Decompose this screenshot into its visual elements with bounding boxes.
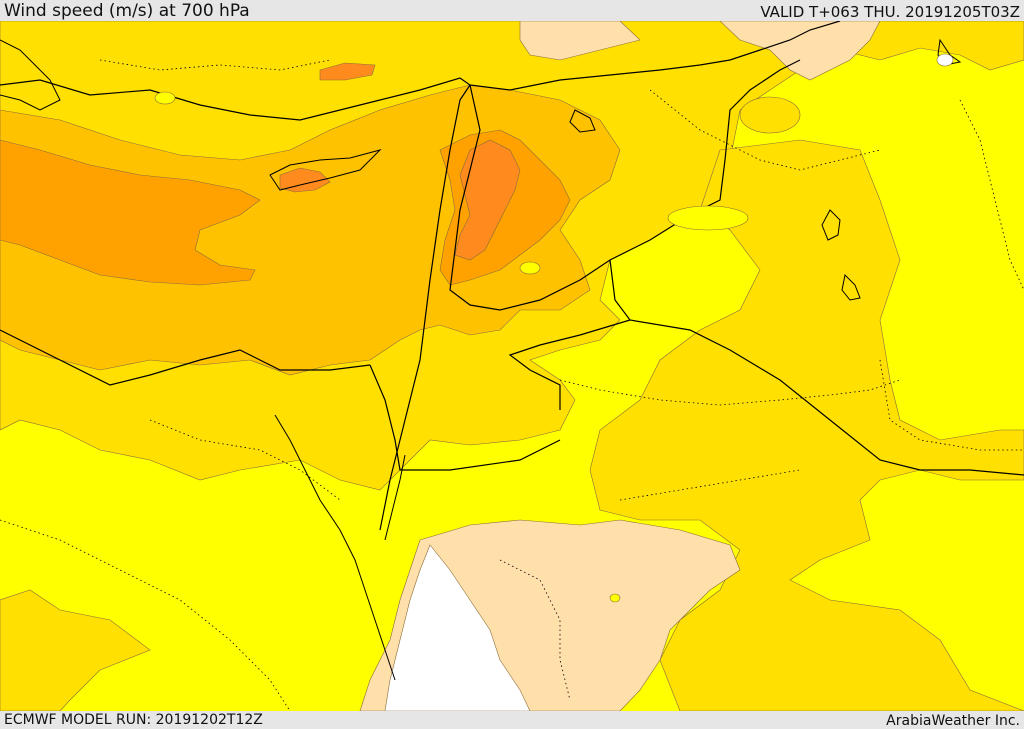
- dark-orange-core-cyprus: [279, 167, 331, 193]
- gold-region-southwest: [0, 589, 151, 711]
- map-canvas: [0, 21, 1024, 711]
- credit-label: ArabiaWeather Inc.: [886, 713, 1020, 729]
- calm-patches: [154, 53, 954, 603]
- dark-orange-core-levant: [454, 139, 521, 261]
- map-header: Wind speed (m/s) at 700 hPa VALID T+063 …: [0, 0, 1024, 21]
- country-borders: [0, 21, 1024, 531]
- wind-speed-map: [0, 21, 1024, 711]
- orange-wind-core-west: [0, 139, 261, 286]
- coastlines: [0, 38, 962, 681]
- map-title: Wind speed (m/s) at 700 hPa: [4, 1, 250, 21]
- dark-orange-core-north: [319, 62, 376, 81]
- tan-calm-region-north: [519, 21, 641, 61]
- admin-boundaries: [0, 59, 1024, 711]
- tan-calm-region-northeast: [719, 21, 881, 81]
- map-footer: ECMWF MODEL RUN: 20191202T12Z ArabiaWeat…: [0, 711, 1024, 729]
- valid-time-label: VALID T+063 THU. 20191205T03Z: [760, 3, 1020, 21]
- white-calm-area: [384, 544, 531, 711]
- model-run-label: ECMWF MODEL RUN: 20191202T12Z: [4, 712, 263, 728]
- gold-region-east: [589, 139, 1024, 711]
